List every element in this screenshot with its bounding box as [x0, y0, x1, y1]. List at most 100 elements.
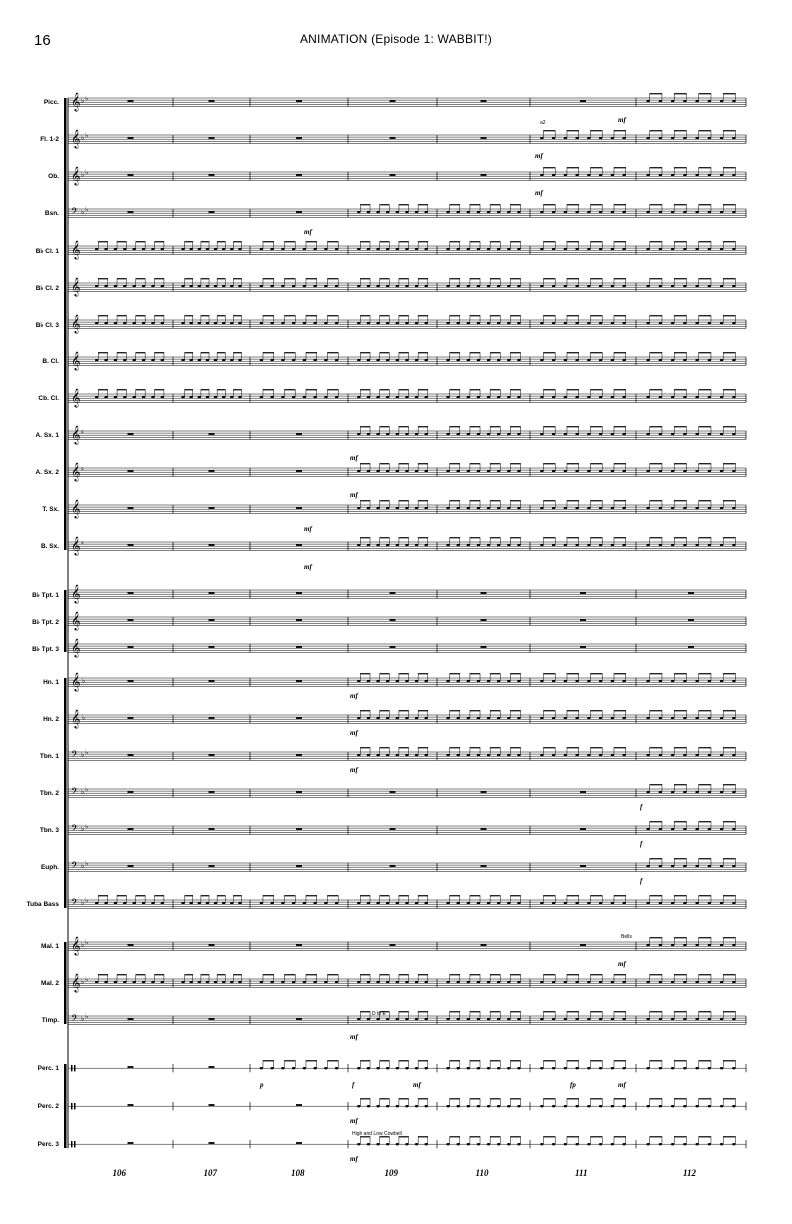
- note-head: [466, 469, 471, 473]
- whole-rest: [127, 1018, 134, 1020]
- note-beam: [327, 1060, 339, 1062]
- note-head: [646, 901, 650, 905]
- instrument-label: Euph.: [40, 864, 59, 871]
- note-head: [476, 247, 481, 251]
- note-head: [414, 980, 419, 984]
- note-head: [395, 1067, 400, 1070]
- note-beam: [490, 426, 501, 428]
- note-head: [486, 1105, 491, 1108]
- note-head: [476, 753, 481, 757]
- note-beam: [613, 747, 626, 749]
- whole-rest: [208, 1104, 215, 1106]
- note-head: [622, 395, 626, 399]
- dynamic-f-tbn2: f: [640, 803, 643, 811]
- note-beam: [649, 1011, 662, 1013]
- whole-rest: [127, 754, 134, 756]
- note-head: [313, 284, 317, 288]
- note-beam: [469, 426, 481, 428]
- note-beam: [566, 974, 579, 976]
- note-head: [598, 432, 603, 436]
- note-head: [302, 247, 307, 251]
- note-head: [476, 716, 481, 720]
- note-head: [270, 247, 274, 251]
- note-head: [551, 679, 556, 683]
- note-beam: [418, 1098, 428, 1100]
- note-head: [181, 980, 185, 984]
- note-head: [213, 395, 218, 399]
- whole-rest: [208, 470, 215, 472]
- note-head: [610, 247, 615, 251]
- note-head: [476, 395, 481, 399]
- note-beam: [674, 389, 687, 391]
- note-head: [551, 432, 556, 436]
- note-head: [270, 901, 274, 905]
- note-head: [205, 284, 210, 288]
- note-beam: [262, 895, 274, 897]
- instrument-label: B♭ Cl. 1: [35, 248, 59, 255]
- note-beam: [360, 500, 371, 502]
- note-beam: [284, 389, 296, 391]
- note-head: [446, 1017, 450, 1021]
- note-head: [517, 1067, 521, 1070]
- note-head: [259, 395, 264, 399]
- group-bracket-2: [64, 678, 67, 908]
- whole-rest: [389, 865, 396, 867]
- note-head: [466, 1143, 471, 1146]
- note-head: [238, 247, 242, 251]
- note-head: [658, 506, 663, 510]
- instrument-label: Hn. 1: [43, 679, 59, 686]
- whole-rest: [480, 100, 487, 102]
- note-head: [104, 395, 108, 399]
- note-beam: [327, 315, 339, 317]
- note-head: [395, 716, 400, 720]
- note-head: [695, 827, 699, 831]
- note-beam: [418, 974, 428, 976]
- note-beam: [262, 241, 274, 243]
- note-beam: [674, 241, 687, 243]
- note-beam: [649, 747, 662, 749]
- note-head: [507, 469, 511, 473]
- note-beam: [613, 167, 626, 169]
- note-head: [517, 284, 521, 288]
- note-head: [695, 321, 699, 325]
- note-head: [670, 827, 675, 831]
- note-beam: [135, 974, 146, 976]
- whole-rest: [480, 137, 487, 139]
- note-head: [405, 753, 409, 757]
- whole-rest: [480, 174, 487, 176]
- note-head: [446, 432, 450, 436]
- note-head: [357, 1143, 361, 1146]
- note-head: [598, 395, 603, 399]
- flat-sign: ♭: [81, 134, 84, 142]
- treble-clef: 𝄞: [71, 314, 80, 334]
- note-head: [496, 716, 501, 720]
- note-head: [357, 543, 361, 547]
- whole-rest: [389, 619, 396, 621]
- note-head: [414, 284, 419, 288]
- note-beam: [510, 500, 521, 502]
- dynamic-mf-ob: mf: [535, 189, 543, 197]
- note-head: [540, 321, 544, 325]
- note-beam: [698, 1136, 711, 1138]
- note-beam: [449, 1098, 460, 1100]
- whole-rest: [208, 137, 215, 139]
- note-beam: [543, 352, 556, 354]
- note-head: [622, 506, 626, 510]
- note-head: [610, 284, 615, 288]
- note-beam: [360, 278, 371, 280]
- note-beam: [327, 241, 339, 243]
- note-head: [575, 1105, 579, 1108]
- note-head: [414, 1067, 419, 1070]
- note-head: [695, 864, 699, 868]
- note-beam: [135, 315, 146, 317]
- note-head: [197, 395, 202, 399]
- whole-rest: [296, 544, 302, 546]
- note-beam: [154, 895, 164, 897]
- note-head: [476, 469, 481, 473]
- flat-sign: ♭: [82, 714, 85, 722]
- group-bracket-4: [64, 1064, 67, 1148]
- note-beam: [469, 673, 481, 675]
- note-head: [189, 395, 193, 399]
- note-head: [181, 901, 185, 905]
- note-head: [598, 1017, 603, 1021]
